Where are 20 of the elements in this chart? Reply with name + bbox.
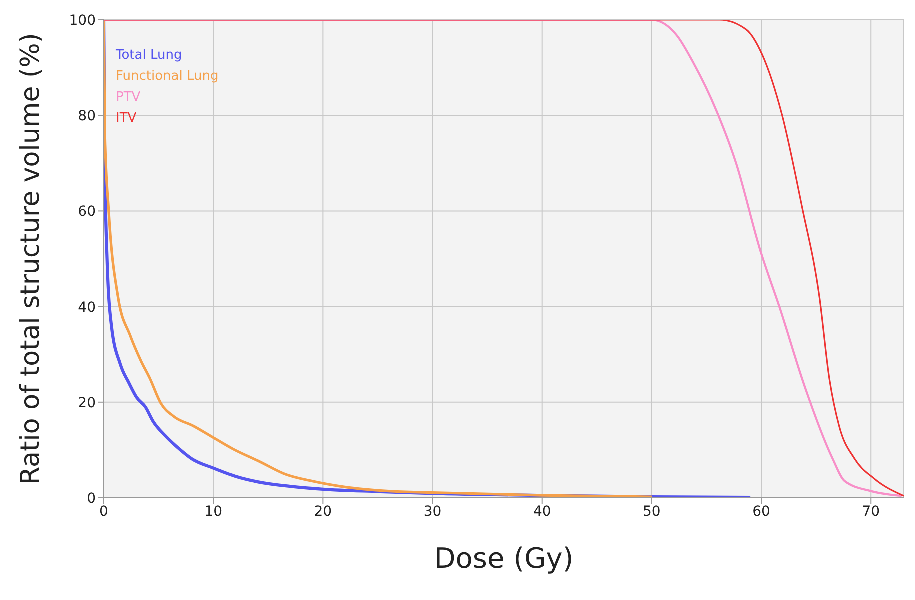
- y-tick-label: 80: [78, 108, 96, 125]
- series-label: Total Lung: [116, 48, 184, 63]
- y-tick-label: 60: [78, 204, 96, 220]
- text: PTV: [116, 90, 142, 105]
- x-tick-label: 10: [204, 504, 223, 520]
- text: ITV: [116, 111, 138, 126]
- x-tick-label: 0: [100, 504, 108, 520]
- y-tick-label: 40: [78, 300, 96, 316]
- x-tick-label: 40: [533, 504, 552, 520]
- x-tick-label: 30: [424, 504, 442, 520]
- series-label: Functional Lung: [116, 69, 219, 84]
- x-axis-title: Dose (Gy): [434, 542, 574, 575]
- y-tick-label: 0: [87, 490, 96, 507]
- y-tick-label: 100: [69, 12, 96, 29]
- x-tick-label: 70: [862, 504, 880, 520]
- x-tick-label: 60: [752, 504, 770, 520]
- x-tick-label: 50: [643, 504, 661, 520]
- x-tick-label: 20: [314, 504, 332, 520]
- y-axis-title: Ratio of total structure volume (%): [16, 33, 46, 485]
- y-tick-label: 20: [78, 395, 96, 412]
